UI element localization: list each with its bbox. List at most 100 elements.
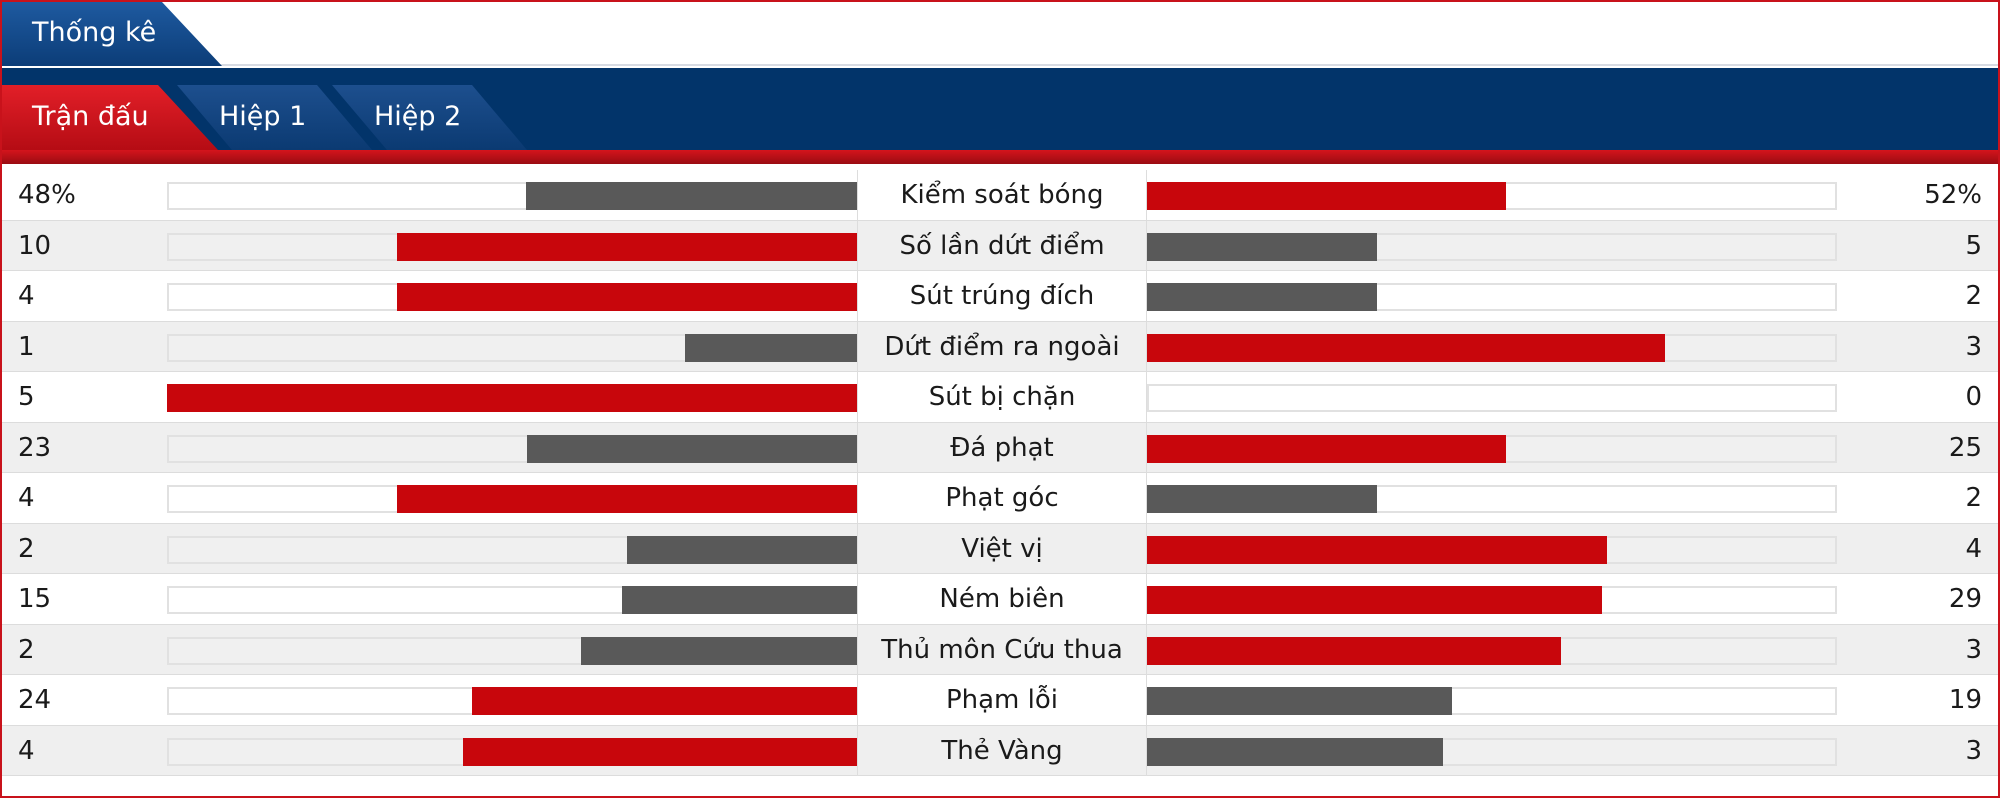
- home-bar-track: [167, 535, 857, 564]
- away-bar-track: [1147, 384, 1837, 412]
- home-bar-fill: [396, 283, 857, 311]
- stat-label-cell: Kiểm soát bóng: [857, 170, 1147, 220]
- home-value: 48%: [18, 180, 76, 210]
- home-bar-track: [167, 333, 857, 362]
- stat-label: Phạt góc: [945, 483, 1059, 513]
- stat-label-cell: Đá phạt: [857, 422, 1147, 473]
- home-value: 4: [18, 735, 35, 766]
- away-bar-fill: [1147, 434, 1507, 463]
- home-bar-fill: [621, 586, 857, 614]
- away-bar-track: [1147, 434, 1837, 463]
- away-value: 52%: [1924, 180, 1982, 210]
- away-bar-track: [1147, 737, 1837, 766]
- stat-label-cell: Sút bị chặn: [857, 372, 1147, 422]
- away-value: 3: [1965, 634, 1982, 665]
- home-bar-track: [167, 182, 857, 210]
- home-bar-track: [167, 232, 857, 261]
- home-bar-fill: [396, 485, 857, 513]
- stat-label-cell: Việt vị: [857, 523, 1147, 574]
- stat-label-cell: Dứt điểm ra ngoài: [857, 321, 1147, 372]
- stat-row: 4 Thẻ Vàng 3: [2, 725, 1998, 776]
- stat-row: 10 Số lần dứt điểm 5: [2, 220, 1998, 271]
- home-value: 5: [18, 382, 35, 412]
- home-bar-track: [167, 687, 857, 715]
- away-bar-track: [1147, 182, 1837, 210]
- away-bar-track: [1147, 232, 1837, 261]
- stat-label-cell: Phạt góc: [857, 473, 1147, 523]
- stat-row: 23 Đá phạt 25: [2, 422, 1998, 473]
- stat-label-cell: Số lần dứt điểm: [857, 220, 1147, 271]
- stat-label-cell: Thủ môn Cứu thua: [857, 624, 1147, 675]
- away-bar-track: [1147, 586, 1837, 614]
- stat-label: Dứt điểm ra ngoài: [884, 331, 1120, 362]
- stat-label-cell: Phạm lỗi: [857, 675, 1147, 725]
- stat-row: 4 Sút trúng đích 2: [2, 271, 1998, 322]
- stat-label: Thủ môn Cứu thua: [881, 634, 1123, 665]
- away-bar-fill: [1147, 182, 1506, 210]
- away-bar-fill: [1147, 535, 1608, 564]
- home-bar-fill: [525, 182, 857, 210]
- stats-table: 48% Kiểm soát bóng 52% 10 Số lần dứt điể…: [2, 170, 1998, 776]
- home-value: 2: [18, 533, 35, 564]
- home-value: 23: [18, 432, 52, 463]
- home-value: 15: [18, 584, 52, 614]
- away-bar-track: [1147, 485, 1837, 513]
- stat-label: Thẻ Vàng: [941, 735, 1063, 766]
- away-value: 29: [1948, 584, 1982, 614]
- stat-label: Phạm lỗi: [945, 685, 1059, 715]
- home-bar-fill: [627, 535, 857, 564]
- home-bar-track: [167, 485, 857, 513]
- away-bar-fill: [1147, 737, 1443, 766]
- away-bar-fill: [1147, 232, 1377, 261]
- away-bar-fill: [1147, 283, 1377, 311]
- accent-divider: [2, 150, 1998, 164]
- stat-label-cell: Thẻ Vàng: [857, 725, 1147, 776]
- home-value: 4: [18, 483, 35, 513]
- stat-label: Đá phạt: [950, 432, 1054, 463]
- away-value: 5: [1965, 230, 1982, 261]
- home-bar-fill: [684, 333, 857, 362]
- stat-row: 1 Dứt điểm ra ngoài 3: [2, 321, 1998, 372]
- panel-title: Thống kê: [32, 17, 157, 48]
- stat-row: 5 Sút bị chặn 0: [2, 372, 1998, 423]
- home-bar-fill: [526, 434, 857, 463]
- home-bar-track: [167, 283, 857, 311]
- away-value: 2: [1965, 483, 1982, 513]
- away-bar-track: [1147, 535, 1837, 564]
- stat-label-cell: Ném biên: [857, 574, 1147, 624]
- tab-match-label: Trận đấu: [32, 101, 149, 132]
- home-bar-track: [167, 636, 857, 665]
- away-bar-track: [1147, 687, 1837, 715]
- period-tab-bar: Trận đấu Hiệp 1 Hiệp 2: [2, 68, 1998, 150]
- tab-half-2-label: Hiệp 2: [374, 101, 462, 132]
- away-value: 3: [1965, 735, 1982, 766]
- home-value: 1: [18, 331, 35, 362]
- away-value: 2: [1965, 281, 1982, 311]
- stat-label: Sút bị chặn: [928, 382, 1076, 412]
- away-bar-fill: [1147, 687, 1452, 715]
- away-bar-track: [1147, 333, 1837, 362]
- stat-row: 48% Kiểm soát bóng 52%: [2, 170, 1998, 221]
- home-bar-track: [167, 586, 857, 614]
- home-value: 10: [18, 230, 52, 261]
- away-bar-fill: [1147, 485, 1377, 513]
- home-bar-fill: [463, 737, 857, 766]
- stat-row: 24 Phạm lỗi 19: [2, 675, 1998, 726]
- home-bar-track: [167, 737, 857, 766]
- away-value: 19: [1948, 685, 1982, 715]
- home-bar-fill: [581, 636, 857, 665]
- away-value: 4: [1965, 533, 1982, 564]
- stat-label: Ném biên: [939, 584, 1065, 614]
- stat-row: 2 Việt vị 4: [2, 523, 1998, 574]
- away-bar-fill: [1147, 586, 1602, 614]
- away-bar-fill: [1147, 333, 1665, 362]
- away-value: 3: [1965, 331, 1982, 362]
- stat-label: Số lần dứt điểm: [899, 230, 1105, 261]
- home-value: 24: [18, 685, 52, 715]
- away-value: 0: [1965, 382, 1982, 412]
- away-bar-track: [1147, 283, 1837, 311]
- stat-label: Sút trúng đích: [909, 281, 1095, 311]
- stat-row: 4 Phạt góc 2: [2, 473, 1998, 524]
- away-value: 25: [1948, 432, 1982, 463]
